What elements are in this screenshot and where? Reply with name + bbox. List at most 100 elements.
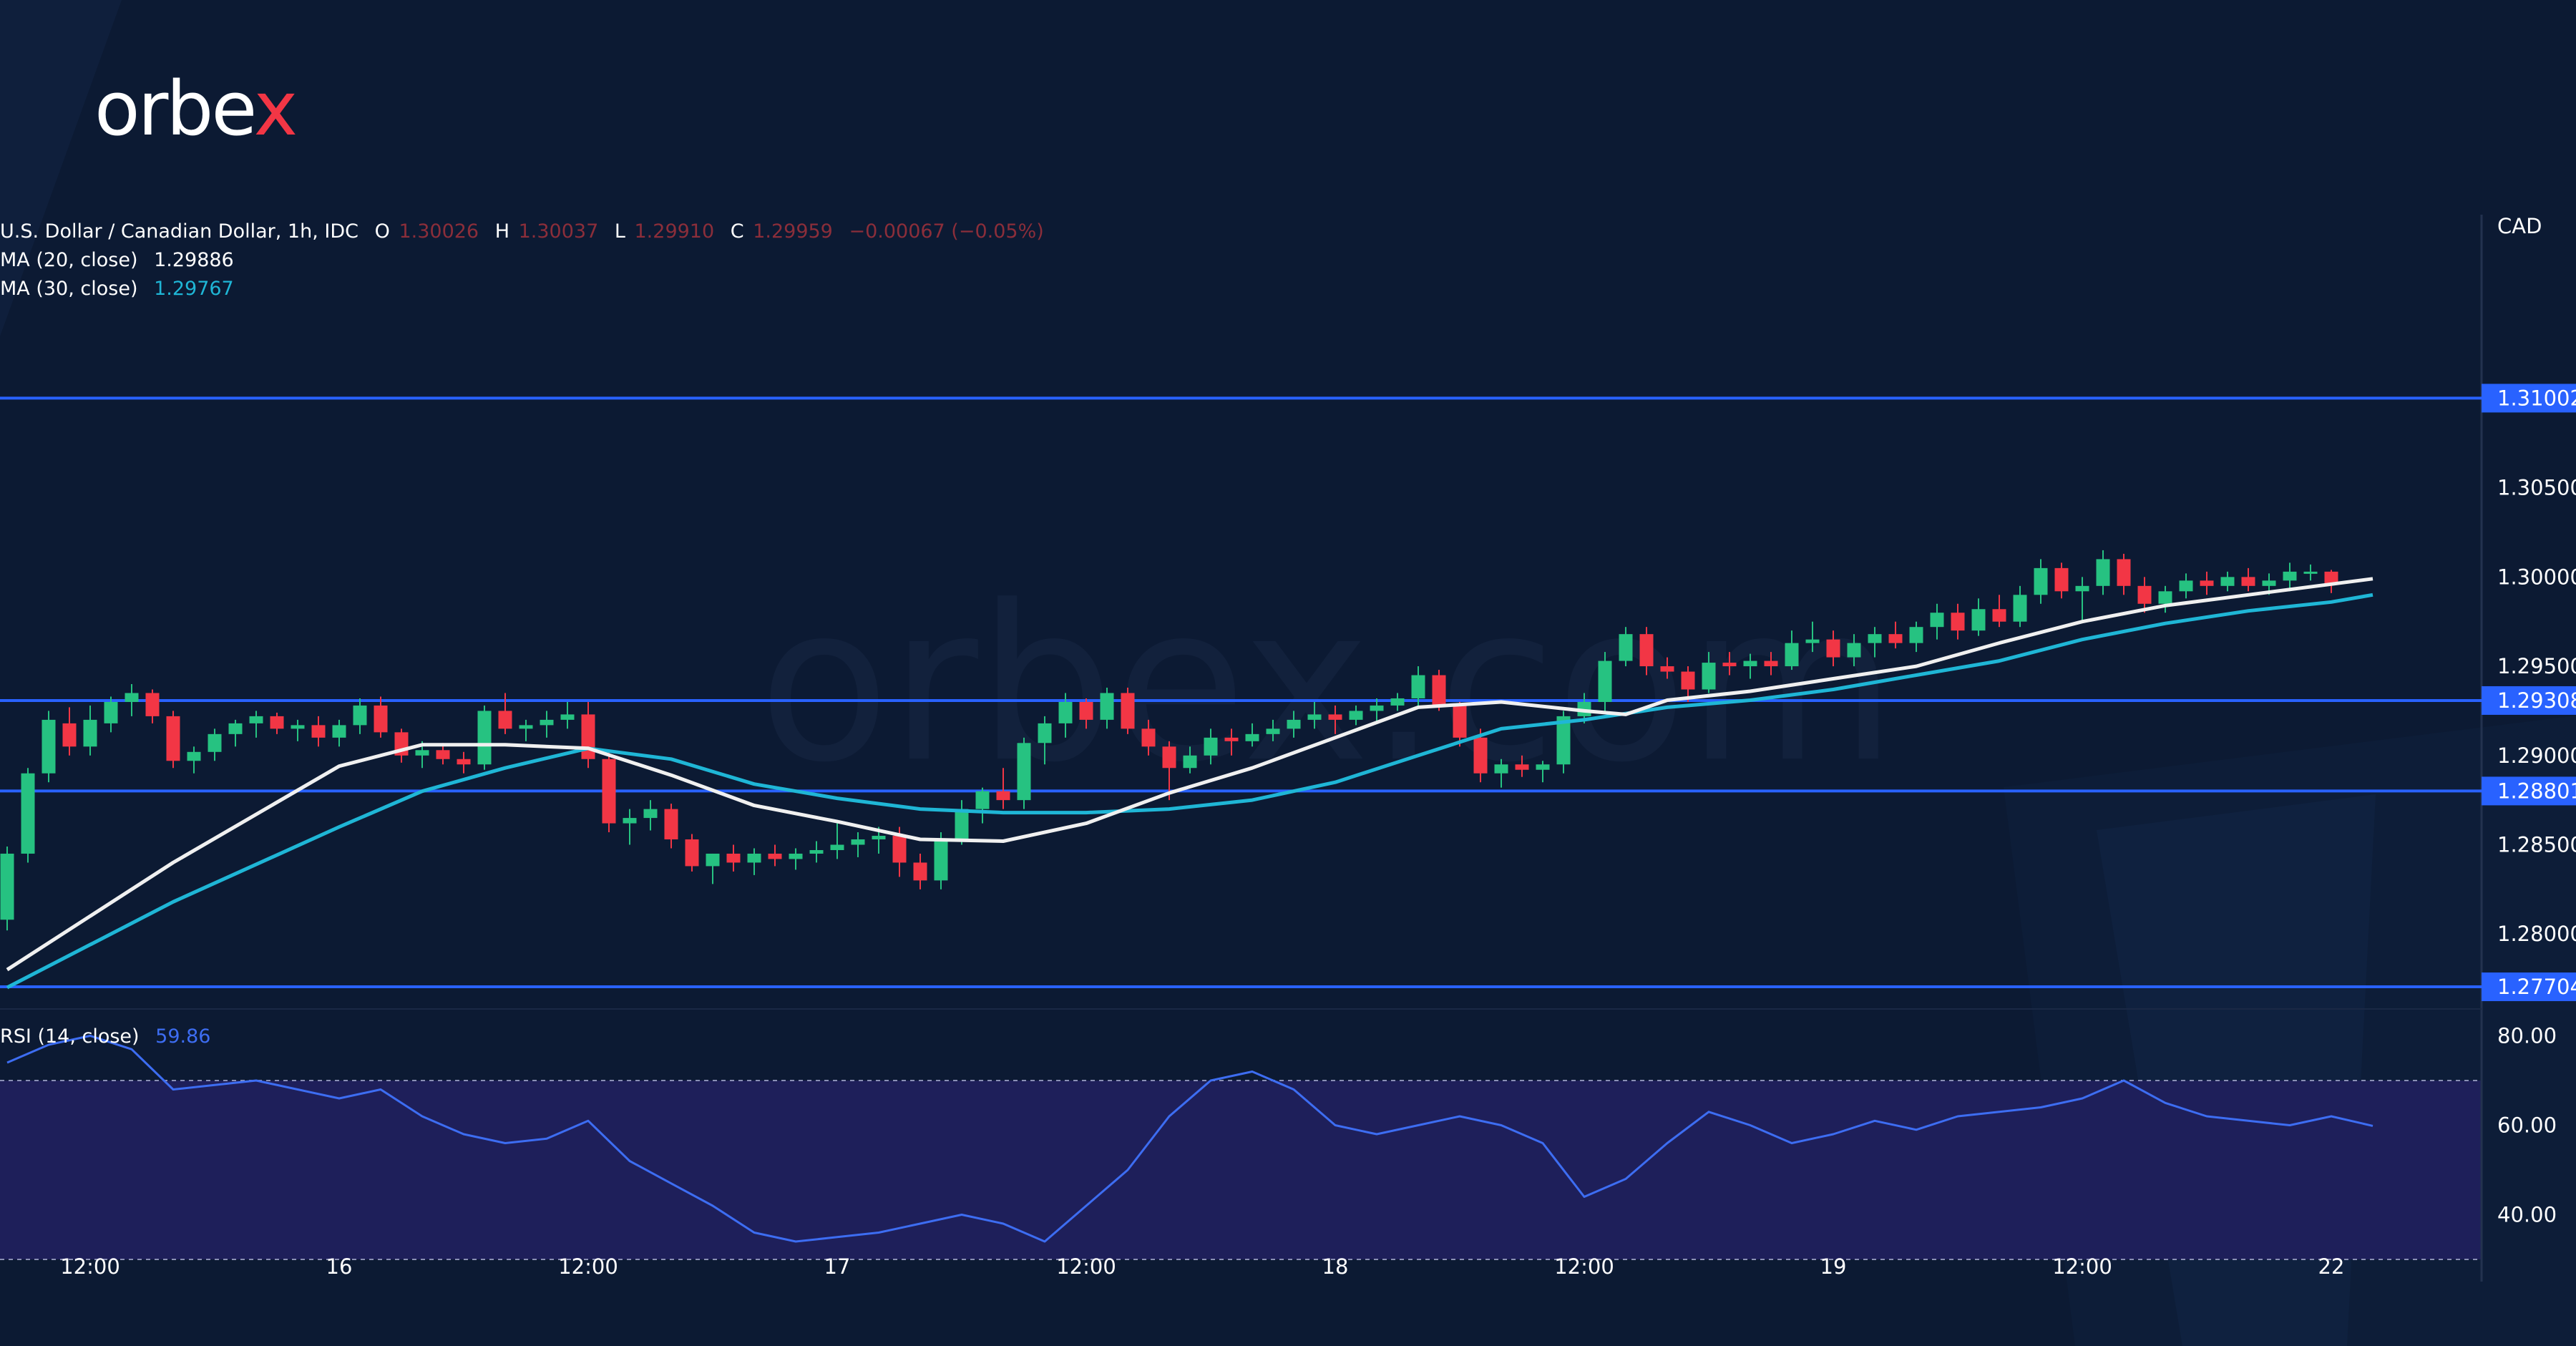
candle-up [1847, 634, 1861, 667]
time-tick-label: 18 [1322, 1254, 1349, 1279]
rsi-tick-label: 80.00 [2497, 1024, 2557, 1048]
candle-body [934, 839, 948, 881]
candle-up [1349, 705, 1363, 726]
price-tick-label: 1.28000 [2497, 922, 2576, 946]
candle-up [1930, 603, 1944, 640]
candle-body [2096, 559, 2110, 586]
candle-body [0, 853, 14, 920]
time-tick-label: 12:00 [60, 1254, 120, 1279]
candle-up [2034, 559, 2048, 604]
price-tick-label: 1.30000 [2497, 565, 2576, 589]
candle-down [768, 844, 782, 867]
candle-body [1245, 733, 1259, 741]
price-tick-label: 1.28500 [2497, 832, 2576, 857]
candle-up [1370, 698, 1384, 723]
candle-body [104, 701, 118, 723]
level-label: 1.31002 [2497, 386, 2576, 410]
candle-body [436, 750, 450, 759]
candle-body [1515, 764, 1529, 770]
candle-down [1121, 687, 1135, 734]
candle-up [249, 711, 263, 738]
candle-down [145, 689, 160, 723]
candle-body [768, 853, 782, 859]
candle-body [1432, 675, 1446, 706]
candle-body [1183, 755, 1197, 769]
time-axis[interactable]: 12:00 16 12:00 17 12:00 18 12:00 19 12:00 22 [60, 1254, 2344, 1279]
candle-body [332, 725, 346, 738]
candle-body [1992, 609, 2006, 622]
candle-up [2075, 577, 2089, 622]
candle-body [892, 836, 907, 863]
candle-body [498, 711, 512, 729]
candle-body [1785, 643, 1799, 667]
candle-body [1598, 660, 1612, 702]
rsi-band [0, 1081, 2482, 1259]
candle-up [1805, 621, 1820, 653]
candle-down [1515, 755, 1529, 777]
candle-body [2117, 559, 2131, 586]
candle-body [2241, 577, 2255, 586]
candle-body [955, 809, 969, 840]
candle-up [1868, 627, 1882, 658]
candle-body [1847, 643, 1861, 658]
candle-body [42, 719, 56, 774]
candle-up [1100, 687, 1114, 729]
candle-body [353, 705, 367, 726]
candles [0, 550, 2338, 931]
level-labels: 1.31002 1.29308 1.28801 1.27704 [2482, 384, 2576, 1002]
legend-sma20: MA (20, close) 1.29886 [0, 249, 234, 271]
candle-body [311, 725, 326, 738]
candle-up [1204, 728, 1218, 765]
candle-down [1453, 701, 1467, 747]
candle-body [1826, 639, 1840, 658]
candle-body [540, 719, 554, 726]
legend[interactable]: U.S. Dollar / Canadian Dollar, 1h, IDC O… [0, 220, 1044, 1048]
candle-up [706, 853, 720, 884]
candle-body [2013, 595, 2027, 622]
candle-up [1598, 652, 1612, 711]
candle-up [291, 719, 305, 741]
candle-up [2179, 573, 2193, 599]
candle-body [1058, 701, 1073, 723]
candle-up [623, 809, 637, 845]
candle-body [1349, 711, 1363, 720]
candle-down [374, 696, 388, 738]
candle-body [2262, 580, 2276, 586]
rsi-line [6, 1035, 2373, 1243]
candle-down [166, 711, 180, 769]
candle-up [643, 800, 658, 831]
candle-body [249, 716, 263, 723]
candle-down [1888, 621, 1903, 649]
sma30-line [6, 592, 2373, 990]
candle-down [664, 804, 678, 849]
rsi-axis[interactable]: 40.00 60.00 80.00 [2497, 1024, 2557, 1227]
candle-body [1390, 698, 1405, 706]
level-label: 1.29308 [2497, 688, 2576, 713]
candle-body [623, 818, 637, 824]
candle-up [332, 719, 346, 747]
candle-body [1888, 634, 1903, 643]
candle-down [436, 743, 450, 765]
level-label: 1.28801 [2497, 779, 2576, 803]
candle-body [1619, 634, 1633, 661]
candle-body [1370, 705, 1384, 711]
candle-body [1204, 737, 1218, 756]
candle-body [830, 844, 844, 850]
candle-body [1951, 613, 1965, 631]
candle-body [2034, 567, 2048, 595]
price-axis[interactable]: 1.28000 1.28500 1.29000 1.29500 1.30000 1.305… [2497, 476, 2576, 947]
candle-up [1743, 653, 1757, 679]
candle-up [1971, 598, 1986, 636]
candle-body [1100, 693, 1114, 720]
candle-up [2013, 585, 2027, 628]
candle-body [1764, 660, 1778, 667]
candle-body [187, 751, 201, 761]
candle-down [602, 750, 616, 833]
time-tick-label: 22 [2318, 1254, 2345, 1279]
candle-body [560, 714, 575, 720]
candle-body [2200, 580, 2214, 586]
candle-body [2158, 591, 2172, 604]
candle-body [374, 705, 388, 733]
logo-text: orbex [94, 65, 296, 152]
